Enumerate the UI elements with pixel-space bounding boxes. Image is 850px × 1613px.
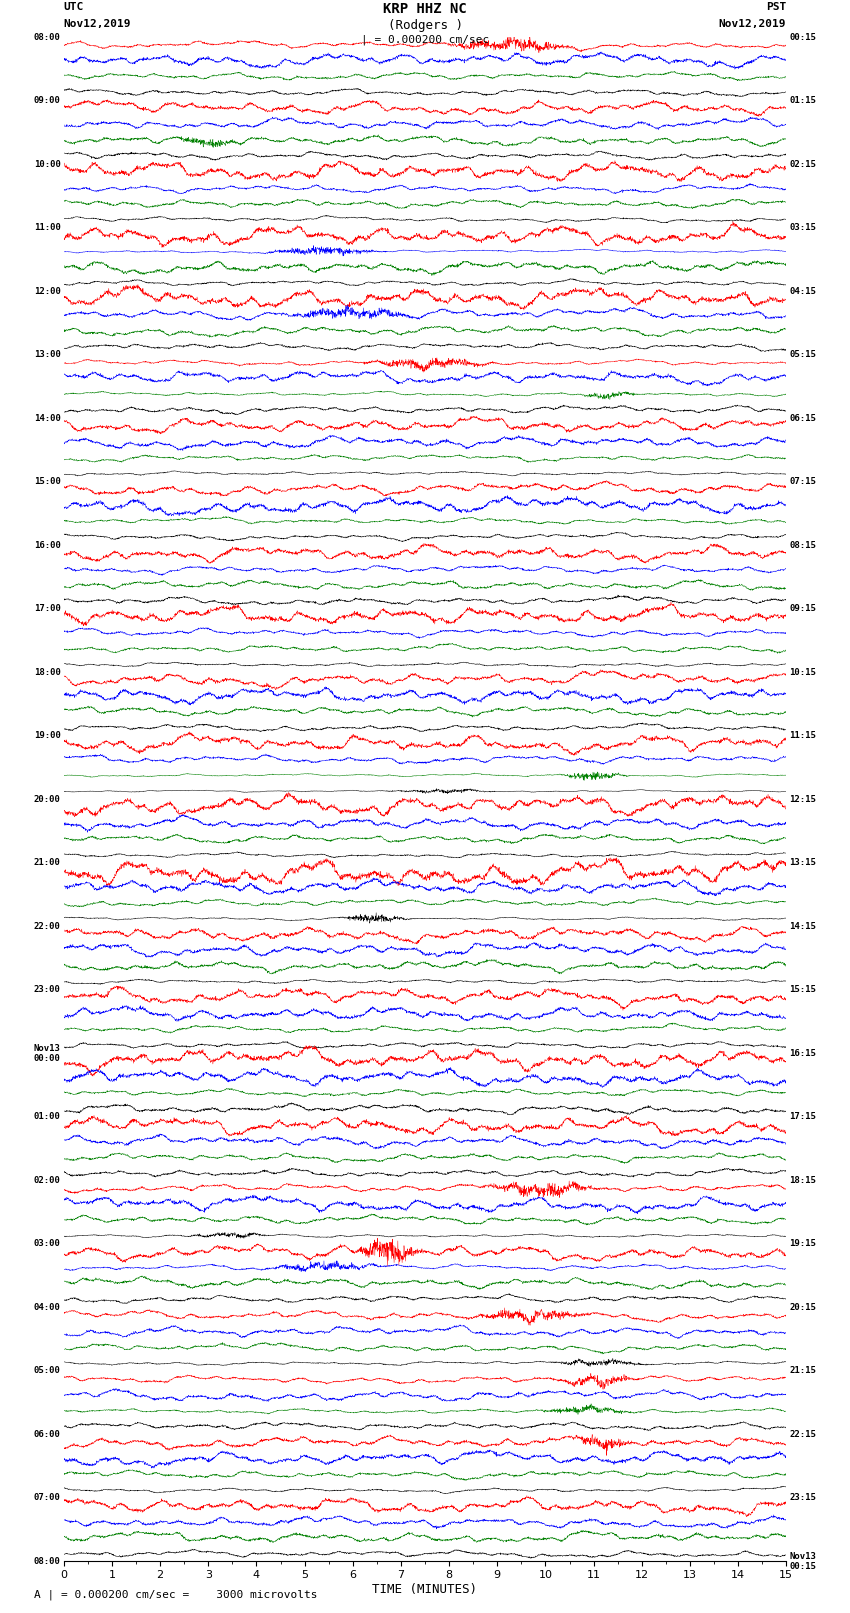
Text: Nov12,2019: Nov12,2019 [719, 18, 786, 29]
Text: 07:00: 07:00 [34, 1494, 61, 1502]
Text: 02:00: 02:00 [34, 1176, 61, 1186]
Text: 05:15: 05:15 [789, 350, 816, 360]
Text: 17:00: 17:00 [34, 605, 61, 613]
Text: 03:00: 03:00 [34, 1239, 61, 1248]
Text: 17:15: 17:15 [789, 1113, 816, 1121]
Text: 15:15: 15:15 [789, 986, 816, 994]
Text: 05:00: 05:00 [34, 1366, 61, 1376]
Text: 14:15: 14:15 [789, 921, 816, 931]
Text: 08:00: 08:00 [34, 1557, 61, 1566]
Text: 04:15: 04:15 [789, 287, 816, 295]
Text: 15:00: 15:00 [34, 477, 61, 486]
Text: 08:00: 08:00 [34, 32, 61, 42]
Text: 16:00: 16:00 [34, 540, 61, 550]
Text: | = 0.000200 cm/sec: | = 0.000200 cm/sec [361, 35, 489, 45]
Text: 12:15: 12:15 [789, 795, 816, 803]
Text: 18:00: 18:00 [34, 668, 61, 677]
Text: 22:15: 22:15 [789, 1429, 816, 1439]
Text: 13:15: 13:15 [789, 858, 816, 868]
Text: 04:00: 04:00 [34, 1303, 61, 1311]
Text: 19:15: 19:15 [789, 1239, 816, 1248]
Text: 18:15: 18:15 [789, 1176, 816, 1186]
Text: Nov13
00:15: Nov13 00:15 [789, 1552, 816, 1571]
Text: 01:15: 01:15 [789, 97, 816, 105]
Text: 10:00: 10:00 [34, 160, 61, 169]
Text: 23:15: 23:15 [789, 1494, 816, 1502]
Text: 10:15: 10:15 [789, 668, 816, 677]
Text: 06:00: 06:00 [34, 1429, 61, 1439]
Text: 07:15: 07:15 [789, 477, 816, 486]
Text: 09:00: 09:00 [34, 97, 61, 105]
Text: UTC: UTC [64, 3, 84, 13]
Text: 21:00: 21:00 [34, 858, 61, 868]
Text: 11:15: 11:15 [789, 731, 816, 740]
Text: Nov12,2019: Nov12,2019 [64, 18, 131, 29]
Text: 19:00: 19:00 [34, 731, 61, 740]
Text: Nov13
00:00: Nov13 00:00 [34, 1044, 61, 1063]
Text: 13:00: 13:00 [34, 350, 61, 360]
Text: 00:15: 00:15 [789, 32, 816, 42]
Text: 09:15: 09:15 [789, 605, 816, 613]
Text: 22:00: 22:00 [34, 921, 61, 931]
Text: KRP HHZ NC: KRP HHZ NC [383, 3, 467, 16]
Text: 20:00: 20:00 [34, 795, 61, 803]
Text: 16:15: 16:15 [789, 1048, 816, 1058]
Text: 01:00: 01:00 [34, 1113, 61, 1121]
X-axis label: TIME (MINUTES): TIME (MINUTES) [372, 1584, 478, 1597]
Text: 03:15: 03:15 [789, 223, 816, 232]
Text: (Rodgers ): (Rodgers ) [388, 18, 462, 32]
Text: 06:15: 06:15 [789, 413, 816, 423]
Text: 11:00: 11:00 [34, 223, 61, 232]
Text: 08:15: 08:15 [789, 540, 816, 550]
Text: 23:00: 23:00 [34, 986, 61, 994]
Text: PST: PST [766, 3, 786, 13]
Text: 12:00: 12:00 [34, 287, 61, 295]
Text: A | = 0.000200 cm/sec =    3000 microvolts: A | = 0.000200 cm/sec = 3000 microvolts [34, 1589, 318, 1600]
Text: 20:15: 20:15 [789, 1303, 816, 1311]
Text: 21:15: 21:15 [789, 1366, 816, 1376]
Text: 14:00: 14:00 [34, 413, 61, 423]
Text: 02:15: 02:15 [789, 160, 816, 169]
